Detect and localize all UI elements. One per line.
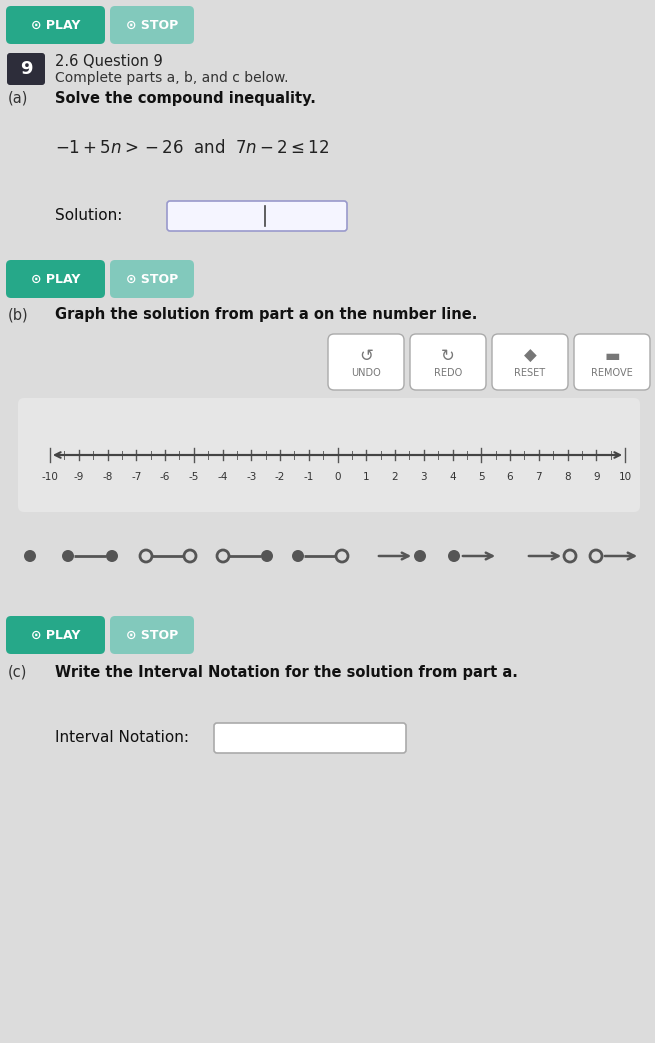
- Text: 6: 6: [507, 472, 514, 482]
- Text: ↺: ↺: [359, 346, 373, 365]
- Text: -10: -10: [41, 472, 58, 482]
- Text: REMOVE: REMOVE: [591, 368, 633, 379]
- Text: REDO: REDO: [434, 368, 462, 379]
- Circle shape: [448, 550, 460, 562]
- FancyBboxPatch shape: [214, 723, 406, 753]
- Text: 3: 3: [421, 472, 427, 482]
- FancyBboxPatch shape: [7, 53, 45, 84]
- Text: -9: -9: [73, 472, 84, 482]
- Text: 8: 8: [564, 472, 571, 482]
- Text: Complete parts a, b, and c below.: Complete parts a, b, and c below.: [55, 71, 288, 84]
- FancyBboxPatch shape: [167, 201, 347, 231]
- Circle shape: [292, 550, 304, 562]
- Text: (b): (b): [8, 308, 29, 322]
- Text: 9: 9: [20, 60, 32, 78]
- FancyBboxPatch shape: [574, 334, 650, 390]
- Text: 0: 0: [334, 472, 341, 482]
- Text: -3: -3: [246, 472, 257, 482]
- Text: ⊙ PLAY: ⊙ PLAY: [31, 19, 80, 31]
- Text: -8: -8: [102, 472, 113, 482]
- Text: 1: 1: [363, 472, 369, 482]
- Text: -6: -6: [160, 472, 170, 482]
- Text: 9: 9: [593, 472, 599, 482]
- Text: 5: 5: [478, 472, 485, 482]
- Text: RESET: RESET: [514, 368, 546, 379]
- Text: 4: 4: [449, 472, 456, 482]
- Text: -5: -5: [189, 472, 199, 482]
- FancyBboxPatch shape: [6, 260, 105, 298]
- FancyBboxPatch shape: [18, 398, 640, 512]
- Circle shape: [414, 550, 426, 562]
- Text: ⊙ STOP: ⊙ STOP: [126, 629, 178, 641]
- Text: Interval Notation:: Interval Notation:: [55, 730, 189, 746]
- Text: 2.6 Question 9: 2.6 Question 9: [55, 54, 162, 70]
- Text: (c): (c): [8, 664, 28, 679]
- FancyBboxPatch shape: [6, 616, 105, 654]
- Text: Graph the solution from part a on the number line.: Graph the solution from part a on the nu…: [55, 308, 477, 322]
- Text: -2: -2: [275, 472, 285, 482]
- FancyBboxPatch shape: [110, 6, 194, 44]
- Text: ⊙ PLAY: ⊙ PLAY: [31, 272, 80, 286]
- FancyBboxPatch shape: [6, 6, 105, 44]
- Text: Solution:: Solution:: [55, 208, 122, 222]
- Text: ⊙ STOP: ⊙ STOP: [126, 272, 178, 286]
- Text: ⊙ PLAY: ⊙ PLAY: [31, 629, 80, 641]
- Text: 2: 2: [392, 472, 398, 482]
- FancyBboxPatch shape: [492, 334, 568, 390]
- FancyBboxPatch shape: [328, 334, 404, 390]
- FancyBboxPatch shape: [410, 334, 486, 390]
- Text: Write the Interval Notation for the solution from part a.: Write the Interval Notation for the solu…: [55, 664, 518, 679]
- Text: -4: -4: [217, 472, 228, 482]
- Text: -7: -7: [131, 472, 141, 482]
- Text: ◆: ◆: [523, 346, 536, 365]
- Text: Solve the compound inequality.: Solve the compound inequality.: [55, 91, 316, 105]
- Text: UNDO: UNDO: [351, 368, 381, 379]
- Text: ▬: ▬: [604, 346, 620, 365]
- Text: $-1+5n > -26$  and  $7n - 2 \leq 12$: $-1+5n > -26$ and $7n - 2 \leq 12$: [55, 139, 329, 157]
- Circle shape: [261, 550, 273, 562]
- Circle shape: [62, 550, 74, 562]
- Circle shape: [24, 550, 36, 562]
- Text: ⊙ STOP: ⊙ STOP: [126, 19, 178, 31]
- FancyBboxPatch shape: [110, 616, 194, 654]
- Text: ↻: ↻: [441, 346, 455, 365]
- Text: (a): (a): [8, 91, 28, 105]
- Text: -1: -1: [303, 472, 314, 482]
- Text: 10: 10: [618, 472, 631, 482]
- Circle shape: [106, 550, 118, 562]
- Text: 7: 7: [535, 472, 542, 482]
- FancyBboxPatch shape: [110, 260, 194, 298]
